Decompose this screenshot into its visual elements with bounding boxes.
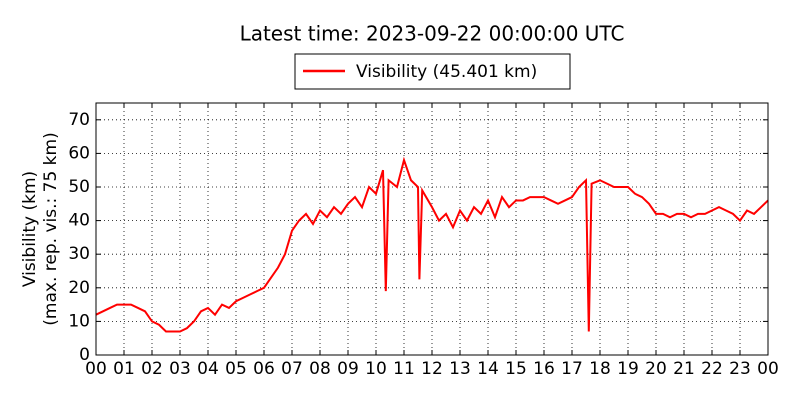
y-axis-label: (max. rep. vis.: 75 km) <box>41 132 61 325</box>
x-tick-label: 11 <box>393 359 415 379</box>
x-tick-label: 09 <box>337 359 359 379</box>
x-tick-label: 16 <box>533 359 555 379</box>
x-tick-label: 21 <box>673 359 695 379</box>
x-tick-label: 13 <box>449 359 471 379</box>
x-tick-label: 14 <box>477 359 499 379</box>
x-tick-label: 22 <box>701 359 723 379</box>
plot-frame <box>95 102 769 356</box>
x-tick-label: 04 <box>197 359 219 379</box>
x-tick-label: 00 <box>757 359 779 379</box>
x-tick-label: 23 <box>729 359 751 379</box>
x-tick-label: 03 <box>169 359 191 379</box>
x-tick-label: 15 <box>505 359 527 379</box>
data-line <box>95 156 769 333</box>
y-tick-label: 20 <box>68 278 90 298</box>
x-tick-label: 06 <box>253 359 275 379</box>
x-tick-label: 07 <box>281 359 303 379</box>
x-tick-label: 12 <box>421 359 443 379</box>
y-tick-label: 10 <box>68 311 90 331</box>
y-tick-label: 30 <box>68 244 90 264</box>
y-tick-label: 0 <box>79 345 90 365</box>
x-tick-label: 18 <box>589 359 611 379</box>
y-axis-label: Visibility (km) <box>20 171 40 287</box>
x-tick-label: 02 <box>141 359 163 379</box>
x-tick-label: 10 <box>365 359 387 379</box>
legend-label: Visibility (45.401 km) <box>356 62 537 82</box>
y-tick-label: 60 <box>68 143 90 163</box>
y-tick-label: 70 <box>68 110 90 130</box>
x-tick-label: 20 <box>645 359 667 379</box>
x-tick-label: 05 <box>225 359 247 379</box>
x-tick-label: 19 <box>617 359 639 379</box>
y-tick-label: 40 <box>68 211 90 231</box>
x-tick-label: 00 <box>85 359 107 379</box>
x-tick-label: 08 <box>309 359 331 379</box>
y-tick-label: 50 <box>68 177 90 197</box>
x-tick-label: 17 <box>561 359 583 379</box>
x-tick-label: 01 <box>113 359 135 379</box>
chart-title: Latest time: 2023-09-22 00:00:00 UTC <box>240 22 625 46</box>
